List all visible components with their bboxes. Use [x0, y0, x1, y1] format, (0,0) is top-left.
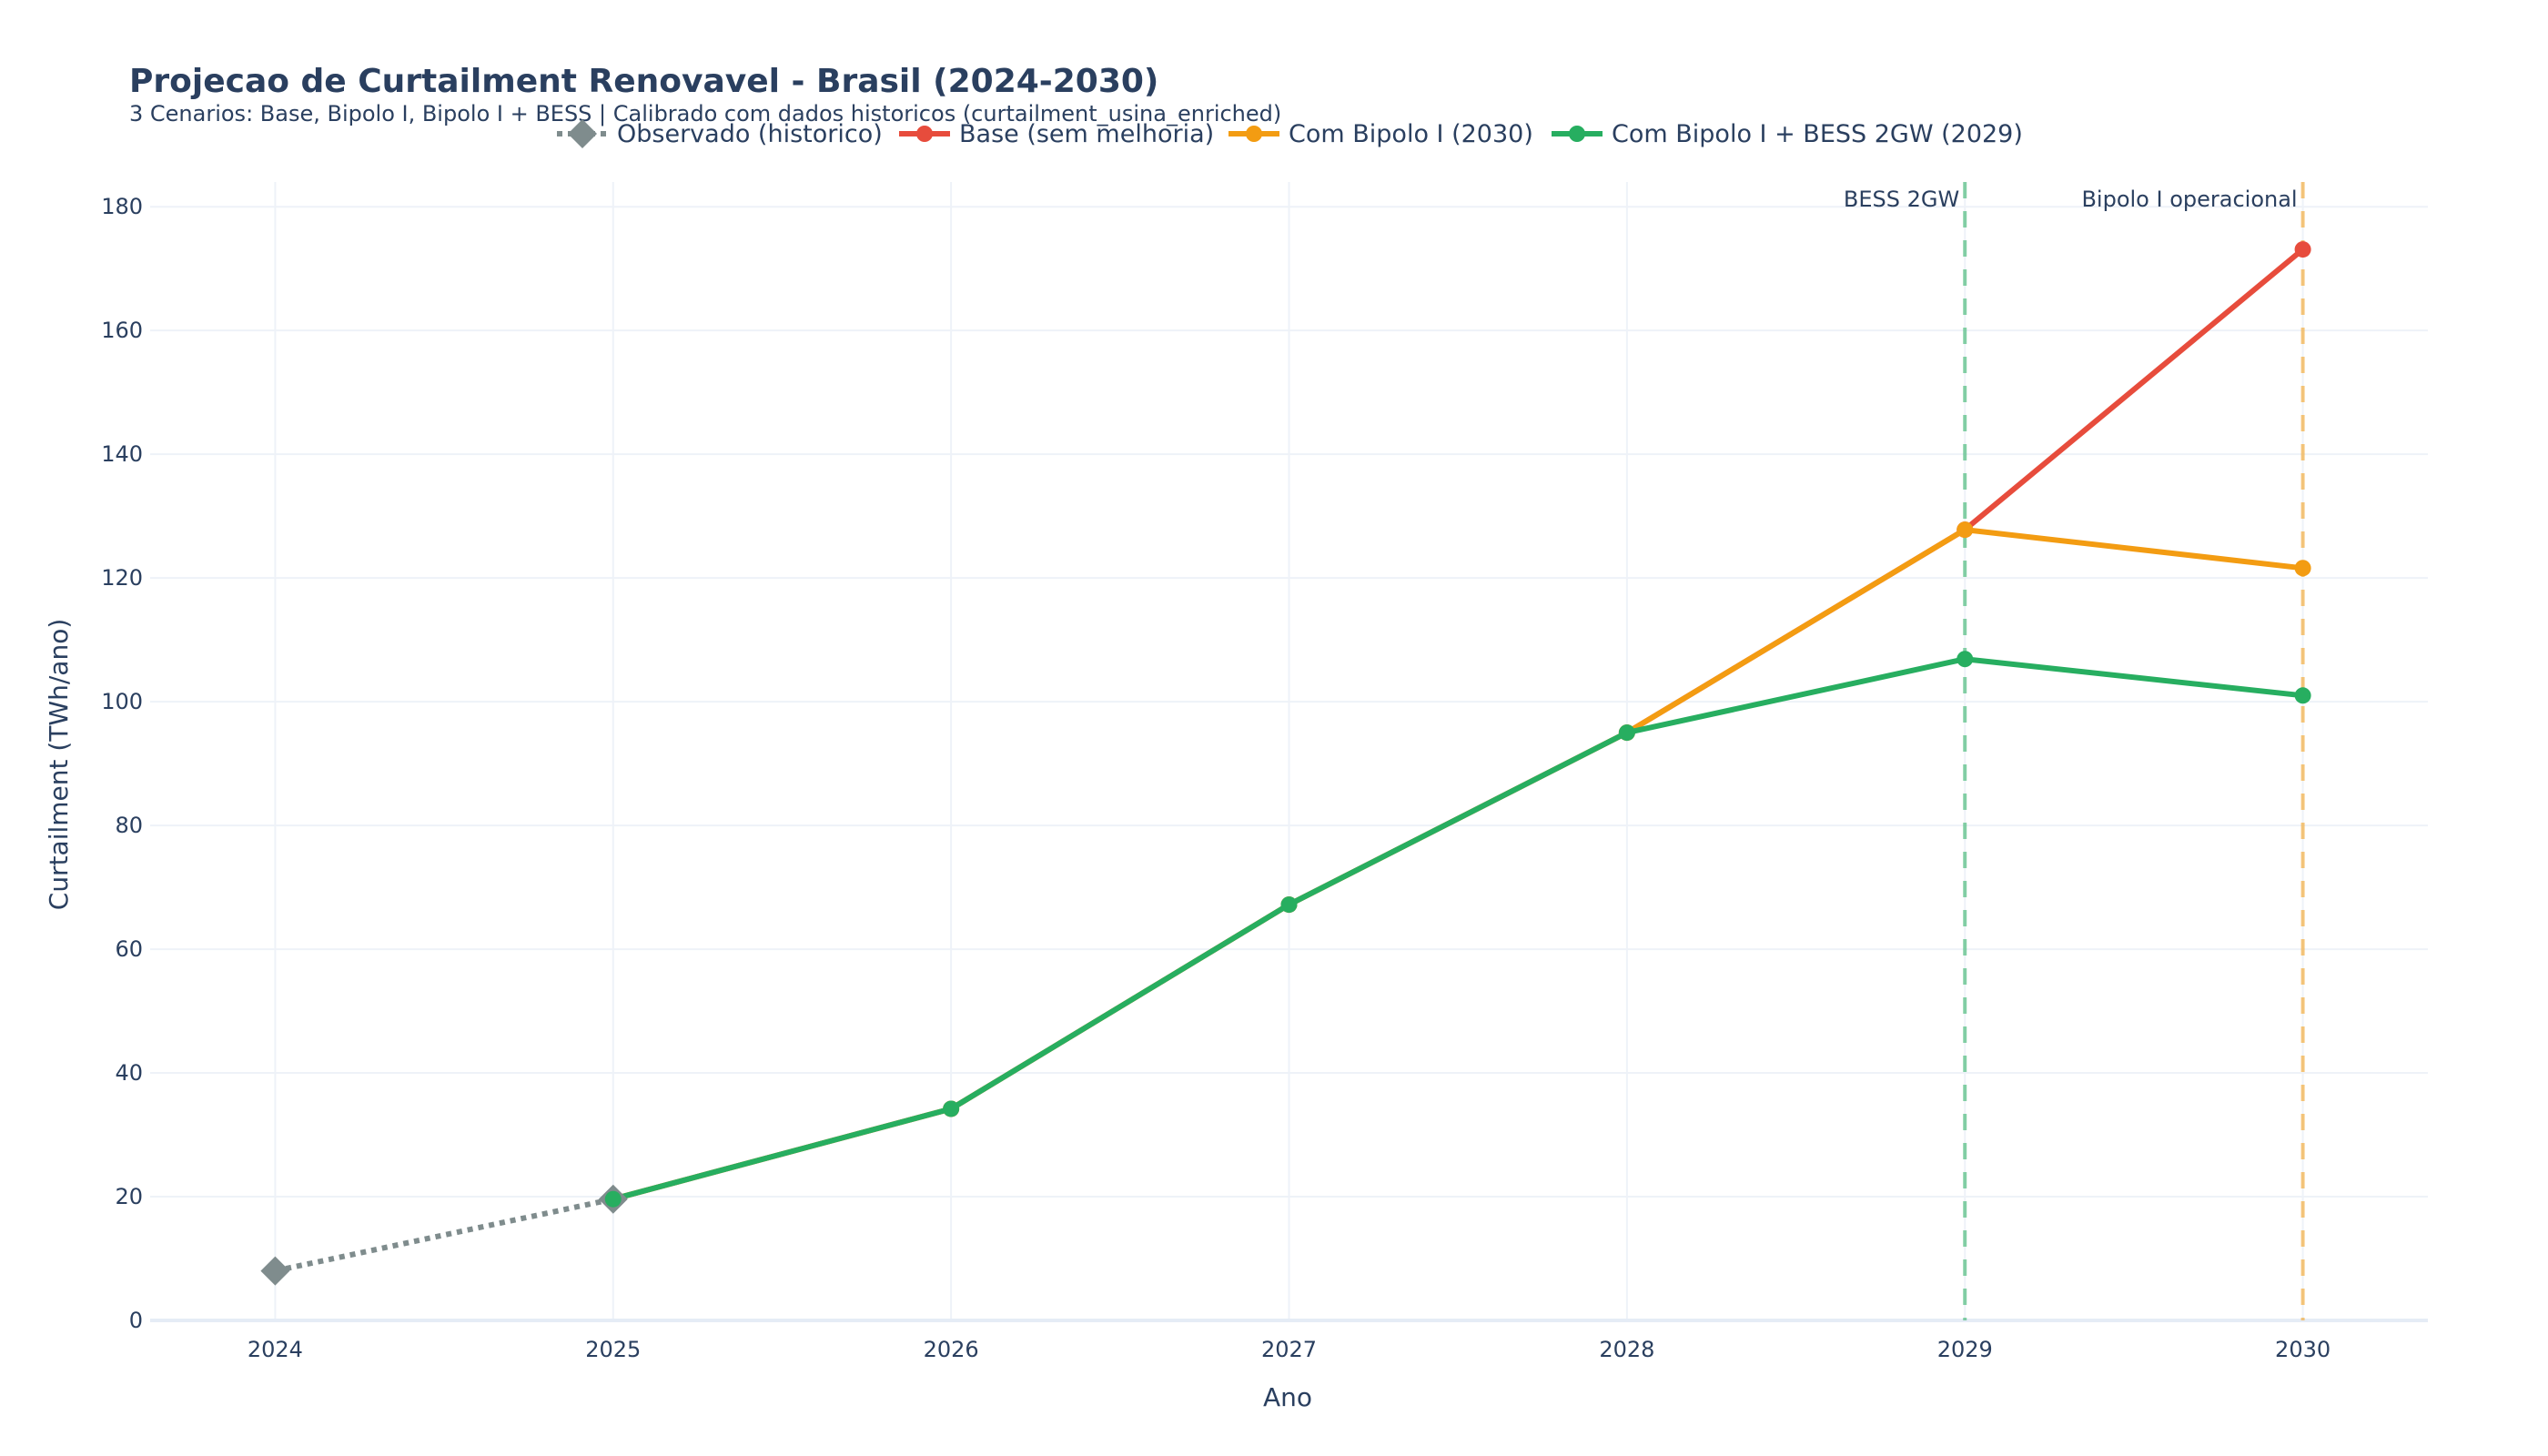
x-axis-title: Ano — [1263, 1382, 1312, 1412]
series-group — [260, 241, 2311, 1286]
data-point[interactable] — [2294, 560, 2311, 577]
legend-label: Com Bipolo I (2030) — [1289, 120, 1533, 148]
y-axis-title: Curtailment (TWh/ano) — [44, 619, 74, 910]
y-tick-label: 0 — [129, 1308, 143, 1333]
legend-marker-circle-icon — [1246, 126, 1262, 142]
x-tick-label: 2026 — [924, 1337, 979, 1362]
legend-label: Com Bipolo I + BESS 2GW (2029) — [1612, 120, 2023, 148]
y-tick-label: 160 — [101, 318, 143, 343]
data-point[interactable] — [1956, 651, 1974, 668]
chart-subtitle: 3 Cenarios: Base, Bipolo I, Bipolo I + B… — [129, 101, 1281, 126]
legend-marker-circle-icon — [916, 126, 933, 142]
legend-item-com-bipolo-i-bess-2gw-2029[interactable]: Com Bipolo I + BESS 2GW (2029) — [1552, 120, 2023, 148]
y-tick-label: 60 — [115, 936, 143, 962]
legend-item-com-bipolo-i-2030[interactable]: Com Bipolo I (2030) — [1228, 120, 1533, 148]
chart-title: Projecao de Curtailment Renovavel - Bras… — [129, 63, 1158, 100]
legend: Observado (historico) Base (sem melhoria)… — [557, 119, 2023, 148]
y-tick-label: 20 — [115, 1184, 143, 1209]
series-line — [612, 656, 2303, 1202]
y-tick-label: 80 — [115, 813, 143, 838]
legend-label: Observado (historico) — [617, 120, 883, 148]
y-tick-label: 100 — [101, 689, 143, 714]
data-point[interactable] — [1956, 521, 1974, 539]
annotation-label-bess: BESS 2GW — [1844, 187, 1959, 212]
legend-marker-diamond-icon — [568, 119, 597, 148]
legend-label: Base (sem melhoria) — [959, 120, 1214, 148]
annotation-label-bipolo: Bipolo I operacional — [2081, 187, 2297, 212]
legend-item-observado-historico[interactable]: Observado (historico) — [557, 119, 883, 148]
data-point[interactable] — [2294, 241, 2311, 258]
series-line — [274, 1196, 614, 1274]
x-tick-label: 2027 — [1261, 1337, 1317, 1362]
y-tick-label: 140 — [101, 441, 143, 467]
y-axis-ticks: 0 20 40 60 80 100 120 140 160 180 — [101, 194, 143, 1333]
x-tick-label: 2025 — [585, 1337, 641, 1362]
data-point[interactable] — [943, 1100, 960, 1117]
data-point[interactable] — [2294, 687, 2311, 704]
x-axis-ticks: 2024 2025 2026 2027 2028 2029 2030 — [248, 1337, 2331, 1362]
y-tick-label: 40 — [115, 1060, 143, 1086]
x-tick-label: 2030 — [2275, 1337, 2331, 1362]
y-tick-label: 180 — [101, 194, 143, 219]
legend-marker-circle-icon — [1569, 126, 1585, 142]
data-point-diamond[interactable] — [260, 1256, 290, 1286]
x-tick-label: 2024 — [248, 1337, 303, 1362]
x-tick-label: 2029 — [1937, 1337, 1993, 1362]
series-com-bipolo-i-bess-2gw-2029 — [604, 651, 2311, 1208]
legend-item-base-sem-melhoria[interactable]: Base (sem melhoria) — [899, 120, 1214, 148]
grid — [150, 182, 2428, 1322]
data-point[interactable] — [1280, 896, 1298, 914]
data-point[interactable] — [1618, 724, 1635, 742]
annotation-labels: BESS 2GW Bipolo I operacional — [1844, 187, 2298, 212]
x-tick-label: 2028 — [1599, 1337, 1654, 1362]
y-tick-label: 120 — [101, 565, 143, 591]
data-point[interactable] — [604, 1190, 622, 1208]
annotation-lines — [1963, 182, 2305, 1320]
